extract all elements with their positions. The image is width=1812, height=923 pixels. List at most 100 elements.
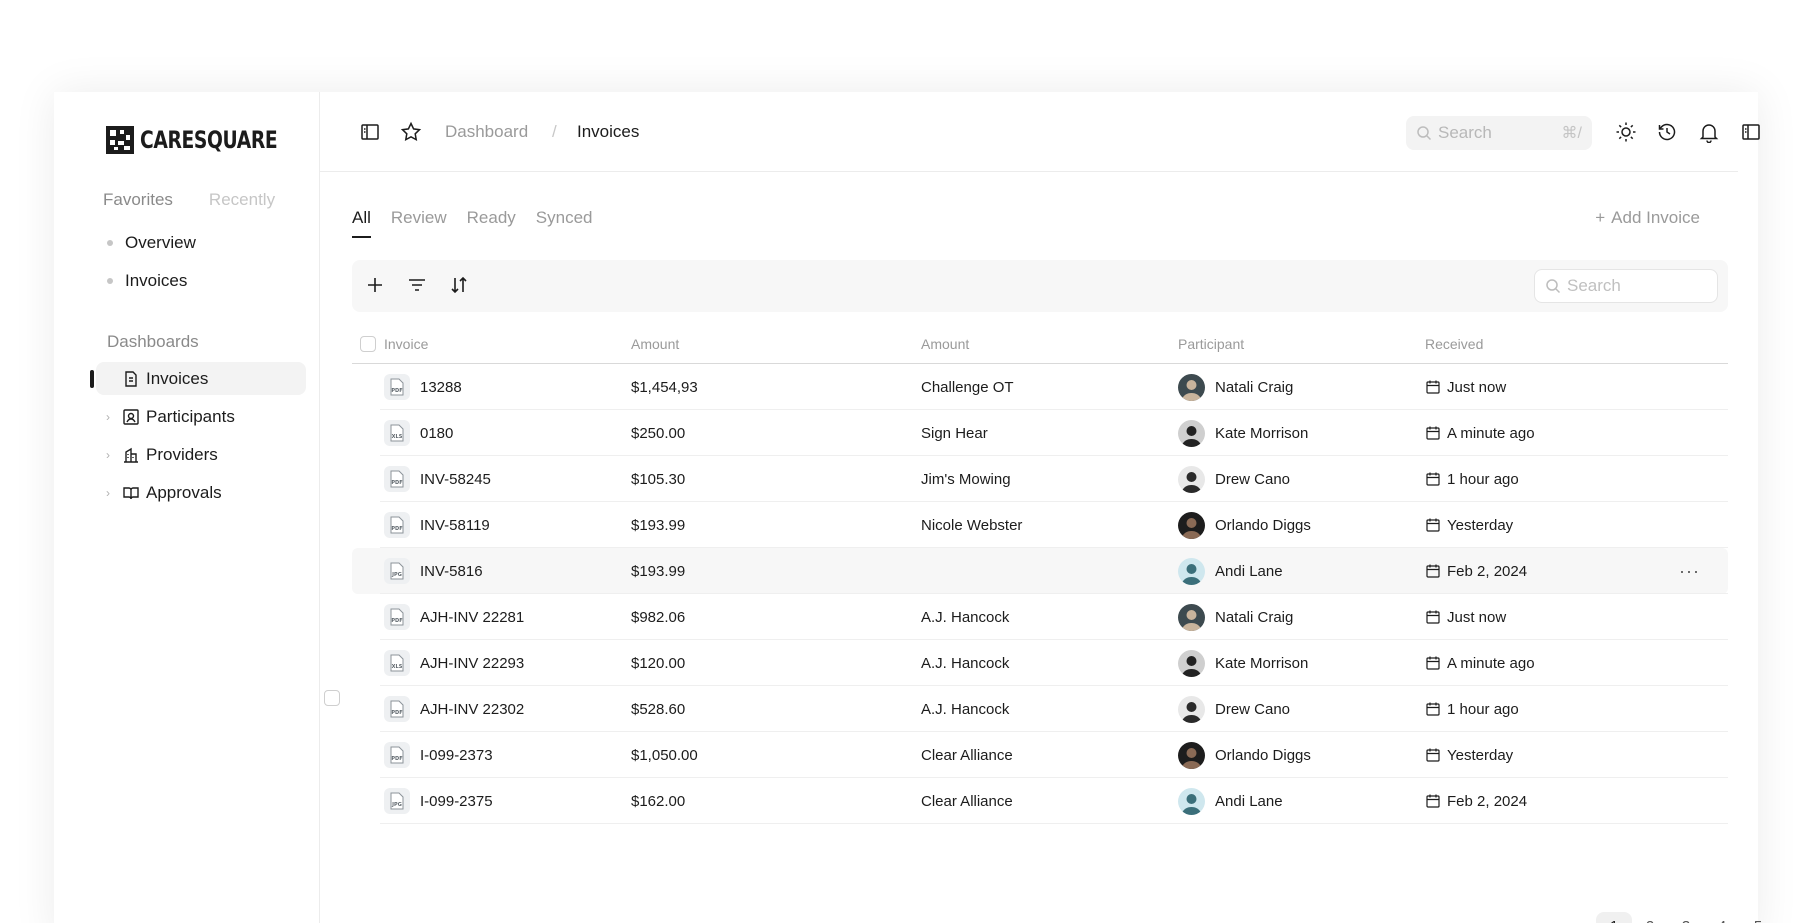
table-row[interactable]: JPG I-099-2375 $162.00 Clear Alliance Andi L… xyxy=(352,778,1728,824)
table-row[interactable]: PDF AJH-INV 22281 $982.06 A.J. Hancock Natal… xyxy=(352,594,1728,640)
sidebar-toggle-icon[interactable] xyxy=(359,121,381,143)
brand-logo[interactable]: CARESQUARE xyxy=(106,126,316,154)
page-next[interactable]: › xyxy=(1776,912,1812,923)
avatar-figure-icon xyxy=(1181,517,1202,539)
avatar-figure-icon xyxy=(1181,379,1202,401)
invoice-number[interactable]: AJH-INV 22302 xyxy=(420,700,525,718)
table-row[interactable]: PDF AJH-INV 22302 $528.60 A.J. Hancock Drew … xyxy=(352,686,1728,732)
participant-name[interactable]: Drew Cano xyxy=(1215,700,1291,718)
amount-cell: $193.99 xyxy=(631,516,686,534)
svg-text:PDF: PDF xyxy=(391,526,402,532)
table-row[interactable]: XLS 0180 $250.00 Sign Hear Kate Morrison A mi… xyxy=(352,410,1728,456)
document-icon: PDF xyxy=(390,746,404,764)
history-icon[interactable] xyxy=(1656,121,1678,143)
search-icon xyxy=(1546,279,1561,294)
column-invoice[interactable]: Invoice xyxy=(384,335,429,352)
received-cell: 1 hour ago xyxy=(1425,471,1665,488)
document-icon: JPG xyxy=(390,562,404,580)
avatar xyxy=(1178,695,1205,723)
participant-name[interactable]: Orlando Diggs xyxy=(1215,516,1311,534)
participant-name[interactable]: Drew Cano xyxy=(1215,470,1291,488)
table-search-input[interactable]: Search xyxy=(1534,269,1718,303)
sidebar-item-approvals[interactable]: › Approvals xyxy=(96,476,306,509)
brand-name: CARESQUARE xyxy=(140,126,278,154)
participant-name[interactable]: Kate Morrison xyxy=(1215,654,1309,672)
received-time: Just now xyxy=(1447,378,1507,396)
received-time: Just now xyxy=(1447,608,1507,626)
global-search-input[interactable]: Search ⌘/ xyxy=(1406,116,1592,150)
add-invoice-button[interactable]: + Add Invoice xyxy=(1595,208,1700,228)
favorite-item-invoices[interactable]: Invoices xyxy=(107,262,196,300)
participant-name[interactable]: Natali Craig xyxy=(1215,378,1294,396)
tab-ready[interactable]: Ready xyxy=(466,208,516,227)
filter-icon[interactable] xyxy=(406,274,428,296)
invoice-number[interactable]: AJH-INV 22281 xyxy=(420,608,525,626)
participant-name[interactable]: Orlando Diggs xyxy=(1215,746,1311,764)
tab-synced[interactable]: Synced xyxy=(535,208,593,227)
calendar-icon xyxy=(1426,656,1440,670)
column-participant[interactable]: Participant xyxy=(1178,335,1245,352)
chevron-right-icon[interactable]: › xyxy=(106,409,110,424)
participant-name[interactable]: Natali Craig xyxy=(1215,608,1294,626)
tab-favorites[interactable]: Favorites xyxy=(103,190,173,209)
table-row[interactable]: PDF INV-58119 $193.99 Nicole Webster Orlando… xyxy=(352,502,1728,548)
table-row[interactable]: PDF 13288 $1,454,93 Challenge OT Natali Crai… xyxy=(352,364,1728,410)
participant-name[interactable]: Andi Lane xyxy=(1215,562,1283,580)
page-3[interactable]: 3 xyxy=(1668,912,1704,923)
page-prev[interactable]: ‹ xyxy=(1560,912,1596,923)
bell-icon[interactable] xyxy=(1698,121,1720,143)
participant-name[interactable]: Kate Morrison xyxy=(1215,424,1309,442)
invoice-number[interactable]: I-099-2375 xyxy=(420,792,493,810)
invoice-number[interactable]: 0180 xyxy=(420,424,454,442)
svg-text:JPG: JPG xyxy=(391,572,402,578)
calendar-icon xyxy=(1426,426,1440,440)
right-panel-toggle-icon[interactable] xyxy=(1740,121,1762,143)
invoice-number[interactable]: I-099-2373 xyxy=(420,746,493,764)
participant-name[interactable]: Andi Lane xyxy=(1215,792,1283,810)
file-type-icon: PDF xyxy=(384,512,410,538)
received-cell: Feb 2, 2024 xyxy=(1425,563,1665,580)
invoice-number[interactable]: INV-58245 xyxy=(420,470,491,488)
page-4[interactable]: 4 xyxy=(1704,912,1740,923)
calendar-icon xyxy=(1426,748,1440,762)
sidebar-item-providers[interactable]: › Providers xyxy=(96,438,306,471)
select-all-checkbox[interactable] xyxy=(360,335,376,352)
star-icon[interactable] xyxy=(400,121,422,143)
invoice-number[interactable]: INV-5816 xyxy=(420,562,483,580)
row-select-checkbox[interactable] xyxy=(324,690,340,706)
favorite-label: Invoices xyxy=(125,271,188,290)
page-2[interactable]: 2 xyxy=(1632,912,1668,923)
invoice-number[interactable]: AJH-INV 22293 xyxy=(420,654,525,672)
breadcrumb-dashboard[interactable]: Dashboard xyxy=(445,122,529,141)
table-row[interactable]: PDF INV-58245 $105.30 Jim's Mowing Drew Cano… xyxy=(352,456,1728,502)
tab-all[interactable]: All xyxy=(352,208,371,238)
page-5[interactable]: 5 xyxy=(1740,912,1776,923)
chevron-right-icon[interactable]: › xyxy=(106,447,110,462)
sidebar-item-invoices[interactable]: Invoices xyxy=(90,362,306,395)
column-received[interactable]: Received xyxy=(1425,335,1484,352)
add-icon[interactable] xyxy=(364,274,386,296)
tab-review[interactable]: Review xyxy=(390,208,447,227)
chevron-right-icon[interactable]: › xyxy=(106,485,110,500)
file-type-icon: XLS xyxy=(384,420,410,446)
sidebar-item-participants[interactable]: › Participants xyxy=(96,400,306,433)
participant-cell: Drew Cano xyxy=(1178,695,1425,723)
table-row[interactable]: XLS AJH-INV 22293 $120.00 A.J. Hancock Kate … xyxy=(352,640,1728,686)
table-row[interactable]: PDF I-099-2373 $1,050.00 Clear Alliance Orla… xyxy=(352,732,1728,778)
invoice-number[interactable]: INV-58119 xyxy=(420,516,490,534)
tab-recently[interactable]: Recently xyxy=(208,190,276,209)
svg-text:PDF: PDF xyxy=(391,388,402,394)
invoices-table: Invoice Amount Amount Participant Receiv… xyxy=(352,324,1728,824)
column-amount[interactable]: Amount xyxy=(631,335,680,352)
svg-text:PDF: PDF xyxy=(391,756,402,762)
favorite-item-overview[interactable]: Overview xyxy=(107,224,196,262)
page-1[interactable]: 1 xyxy=(1596,912,1632,923)
dashboards-list: Invoices › Participants › Providers › xyxy=(90,362,306,514)
sort-icon[interactable] xyxy=(448,274,470,296)
table-row[interactable]: JPG INV-5816 $193.99 Andi Lane Feb 2, 2024 ··… xyxy=(352,548,1728,594)
more-icon[interactable]: ··· xyxy=(1679,560,1700,581)
sun-icon[interactable] xyxy=(1615,121,1637,143)
invoice-number[interactable]: 13288 xyxy=(420,378,462,396)
search-shortcut: ⌘/ xyxy=(1561,125,1582,142)
column-payee[interactable]: Amount xyxy=(921,335,970,352)
